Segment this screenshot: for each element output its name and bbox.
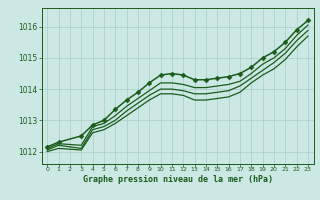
X-axis label: Graphe pression niveau de la mer (hPa): Graphe pression niveau de la mer (hPa) bbox=[83, 175, 273, 184]
